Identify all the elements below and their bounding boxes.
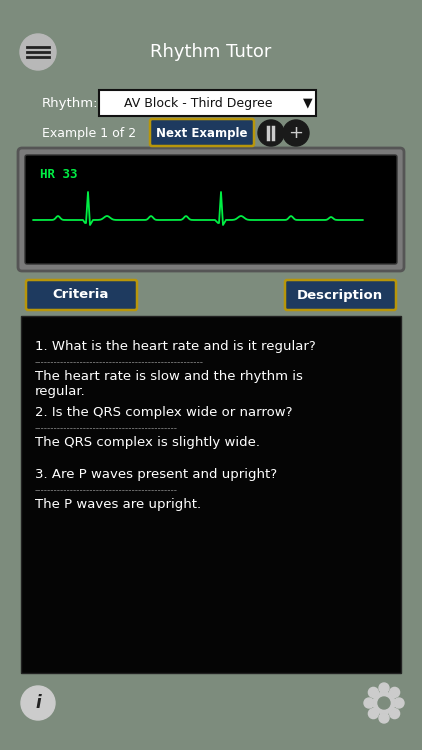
FancyBboxPatch shape: [26, 280, 137, 310]
Text: ----------------------------------------------------: ----------------------------------------…: [35, 358, 204, 367]
Circle shape: [379, 683, 389, 693]
Circle shape: [283, 120, 309, 146]
Text: --------------------------------------------: ----------------------------------------…: [35, 424, 178, 433]
Text: The heart rate is slow and the rhythm is
regular.: The heart rate is slow and the rhythm is…: [35, 370, 303, 398]
FancyBboxPatch shape: [285, 280, 396, 310]
FancyBboxPatch shape: [99, 90, 316, 116]
FancyBboxPatch shape: [21, 316, 401, 673]
FancyBboxPatch shape: [25, 155, 397, 264]
Text: Criteria: Criteria: [53, 289, 109, 302]
Circle shape: [21, 686, 55, 720]
Text: Rhythm:: Rhythm:: [42, 97, 98, 109]
Text: The P waves are upright.: The P waves are upright.: [35, 498, 201, 511]
Text: Example 1 of 2: Example 1 of 2: [42, 127, 136, 140]
Circle shape: [378, 697, 390, 709]
Text: ▼: ▼: [303, 97, 313, 109]
Circle shape: [394, 698, 404, 708]
Circle shape: [20, 34, 56, 70]
Text: 1. What is the heart rate and is it regular?: 1. What is the heart rate and is it regu…: [35, 340, 316, 353]
Circle shape: [368, 709, 379, 718]
Text: AV Block - Third Degree: AV Block - Third Degree: [124, 97, 272, 109]
Text: 3. Are P waves present and upright?: 3. Are P waves present and upright?: [35, 468, 277, 481]
Circle shape: [368, 688, 379, 698]
Text: Next Example: Next Example: [156, 127, 248, 140]
Circle shape: [373, 692, 395, 714]
Text: Rhythm Tutor: Rhythm Tutor: [150, 43, 272, 61]
Circle shape: [258, 120, 284, 146]
Text: 2. Is the QRS complex wide or narrow?: 2. Is the QRS complex wide or narrow?: [35, 406, 292, 419]
FancyBboxPatch shape: [150, 119, 254, 146]
Text: i: i: [35, 694, 41, 712]
Circle shape: [364, 698, 374, 708]
Text: HR 33: HR 33: [40, 169, 78, 182]
Circle shape: [390, 688, 400, 698]
Text: The QRS complex is slightly wide.: The QRS complex is slightly wide.: [35, 436, 260, 449]
Text: Description: Description: [297, 289, 383, 302]
Text: +: +: [289, 124, 303, 142]
Text: --------------------------------------------: ----------------------------------------…: [35, 486, 178, 495]
FancyBboxPatch shape: [18, 148, 404, 271]
Circle shape: [379, 713, 389, 723]
Circle shape: [390, 709, 400, 718]
